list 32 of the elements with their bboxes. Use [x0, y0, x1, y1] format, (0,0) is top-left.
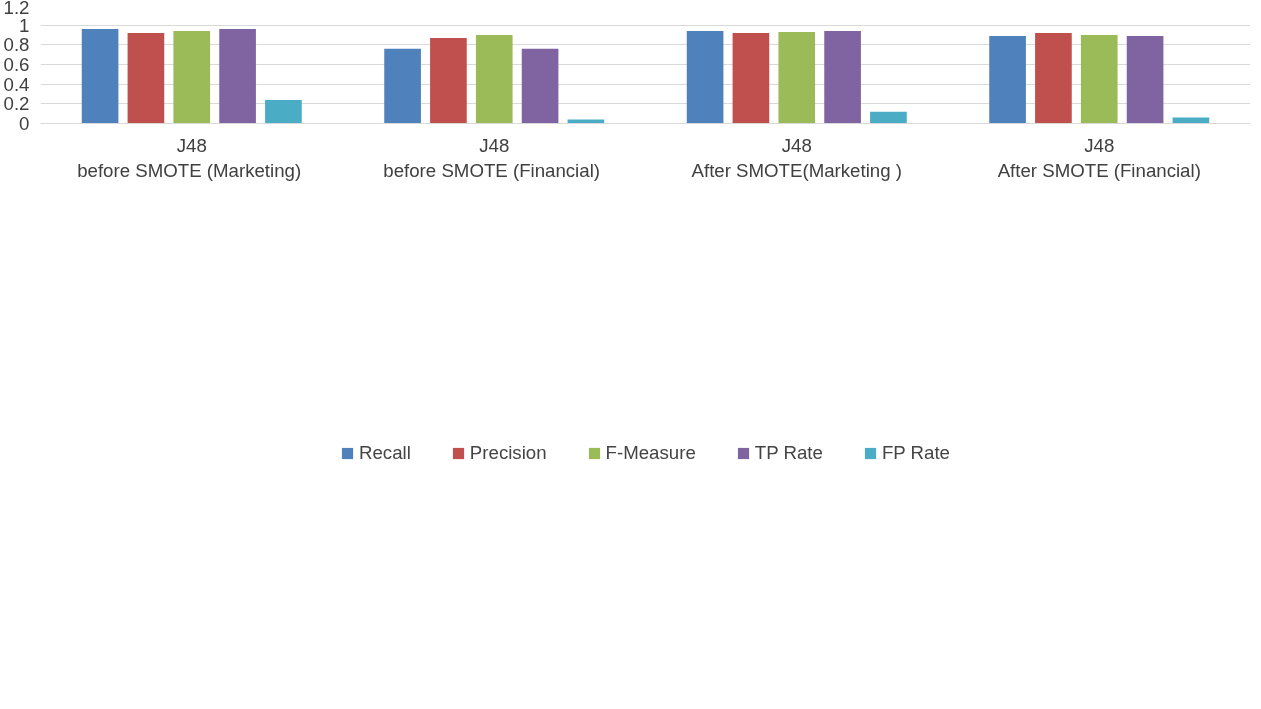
bar — [81, 29, 119, 124]
bar — [219, 29, 256, 124]
x-tick-label: J48 After SMOTE(Marketing ) — [691, 134, 902, 181]
y-tick-label: 0.8 — [3, 34, 30, 56]
bar — [173, 31, 211, 124]
bar — [1035, 33, 1072, 124]
bar — [521, 48, 559, 124]
y-tick-label: 0.6 — [3, 54, 30, 75]
y-tick-label: 0.4 — [3, 73, 30, 95]
bar — [127, 33, 165, 124]
bar — [824, 31, 861, 124]
legend-label: Precision — [469, 442, 547, 464]
x-tick-label: J48 After SMOTE (Financial) — [997, 134, 1201, 181]
y-tick-label: 0 — [19, 113, 30, 134]
bar — [732, 33, 770, 124]
bar — [384, 48, 421, 124]
bar — [686, 31, 724, 124]
bar — [265, 99, 302, 124]
bar — [475, 35, 513, 124]
bar — [989, 35, 1026, 124]
bar — [430, 37, 467, 124]
bar — [778, 32, 816, 124]
legend-label: Recall — [359, 442, 411, 464]
bar — [1080, 35, 1118, 124]
x-tick-label: J48 before SMOTE (Financial) — [383, 134, 601, 181]
legend-label: TP Rate — [754, 442, 823, 464]
legend-label: FP Rate — [881, 442, 950, 464]
bar — [870, 111, 907, 124]
legend-label: F-Measure — [605, 442, 696, 464]
y-tick-label: 0.2 — [3, 93, 30, 115]
bar — [1126, 35, 1164, 124]
x-tick-label: J48 before SMOTE (Marketing) — [77, 134, 302, 181]
